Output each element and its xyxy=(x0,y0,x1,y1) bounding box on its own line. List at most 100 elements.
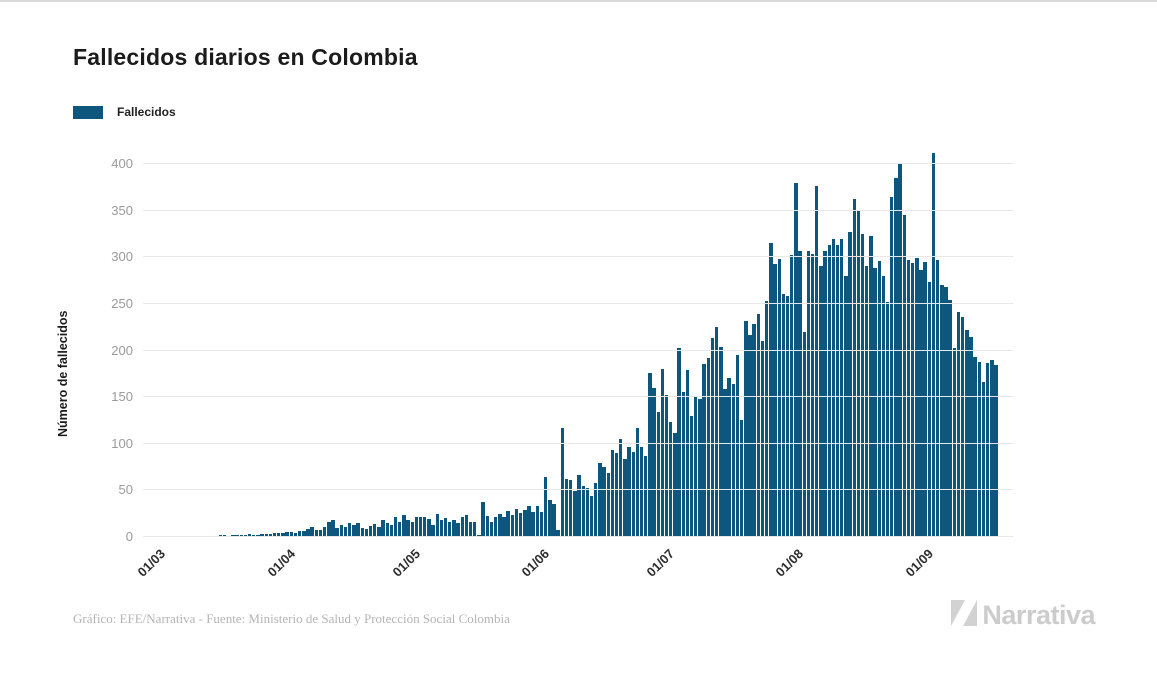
bar xyxy=(677,347,681,537)
bar xyxy=(594,482,598,537)
bar xyxy=(277,533,281,537)
bar xyxy=(873,268,877,537)
bar xyxy=(322,526,327,537)
bar xyxy=(306,528,310,537)
bar xyxy=(935,260,940,537)
bar xyxy=(360,527,364,537)
gridline-400 xyxy=(143,163,1013,164)
gridline-150 xyxy=(143,396,1013,398)
y-tick-label-0: 0 xyxy=(125,529,133,544)
y-axis-title: Número de fallecidos xyxy=(56,310,70,437)
bar xyxy=(727,377,731,537)
bar xyxy=(356,523,360,537)
bar xyxy=(418,516,423,537)
bar xyxy=(627,446,631,537)
bar xyxy=(781,293,786,537)
bar xyxy=(502,516,506,537)
bar xyxy=(389,524,394,537)
bar xyxy=(669,422,673,537)
gridline-100 xyxy=(143,442,1013,444)
gridline-50 xyxy=(143,489,1013,491)
bar xyxy=(823,250,827,537)
bar xyxy=(577,475,581,537)
bar xyxy=(764,301,769,537)
bar xyxy=(581,485,585,537)
bar xyxy=(802,331,806,537)
bar xyxy=(723,388,727,537)
bar xyxy=(435,513,439,537)
y-tick-label-250: 250 xyxy=(111,295,133,311)
bar xyxy=(606,472,610,537)
bar xyxy=(948,300,952,537)
bar xyxy=(527,506,531,537)
bar xyxy=(986,362,990,537)
gridline-200 xyxy=(143,349,1013,351)
gridline-0 xyxy=(143,536,1013,537)
bar xyxy=(694,397,698,537)
bar xyxy=(510,514,514,537)
y-tick-label-100: 100 xyxy=(111,435,133,451)
bar xyxy=(685,370,690,537)
bar xyxy=(614,453,619,537)
bar xyxy=(439,520,444,537)
gridline-350 xyxy=(143,209,1013,211)
bar xyxy=(623,458,627,537)
bar xyxy=(652,387,656,537)
bar xyxy=(318,529,323,537)
bar xyxy=(798,250,802,537)
bar xyxy=(431,524,435,537)
bar xyxy=(468,522,473,537)
bar xyxy=(973,357,977,537)
bar xyxy=(398,522,402,537)
bar xyxy=(735,355,740,537)
bar xyxy=(373,523,377,537)
bar xyxy=(919,270,923,537)
bar xyxy=(531,511,535,537)
bar xyxy=(485,515,489,537)
bar xyxy=(247,534,252,537)
bar xyxy=(518,512,523,537)
bar xyxy=(664,395,669,537)
bar xyxy=(915,258,919,537)
bar xyxy=(869,235,873,537)
bar xyxy=(660,369,665,537)
bar xyxy=(898,164,902,537)
y-tick-label-400: 400 xyxy=(111,156,133,171)
y-tick-label-350: 350 xyxy=(111,202,133,218)
bar xyxy=(293,533,298,537)
bar xyxy=(902,215,906,537)
bar xyxy=(619,439,623,537)
bar xyxy=(969,336,973,537)
bar xyxy=(368,525,373,537)
bar xyxy=(552,504,556,537)
bar xyxy=(844,275,848,537)
bar xyxy=(631,452,635,537)
bar xyxy=(819,265,823,537)
narrativa-n-icon xyxy=(951,600,978,631)
legend-swatch-fallecidos xyxy=(73,105,103,119)
bar xyxy=(331,520,335,537)
bar xyxy=(698,399,702,537)
bar xyxy=(906,260,911,537)
bar xyxy=(268,534,273,537)
bar xyxy=(706,357,710,537)
bar xyxy=(752,324,756,537)
bar xyxy=(890,196,894,537)
bar xyxy=(835,245,840,537)
bar xyxy=(423,516,427,537)
bar xyxy=(514,509,519,537)
bar xyxy=(452,520,456,537)
bar xyxy=(535,506,540,537)
y-tick-label-200: 200 xyxy=(111,342,133,358)
bar xyxy=(877,260,881,537)
bar xyxy=(840,238,844,537)
bar-chart-plot-area xyxy=(143,137,1013,537)
bar xyxy=(539,511,544,537)
bar xyxy=(456,523,460,537)
bar xyxy=(956,312,961,537)
bar xyxy=(644,455,648,537)
bar xyxy=(393,516,398,537)
narrativa-logo-text: Narrativa xyxy=(982,600,1095,630)
bar xyxy=(281,533,285,537)
bar xyxy=(977,361,982,537)
